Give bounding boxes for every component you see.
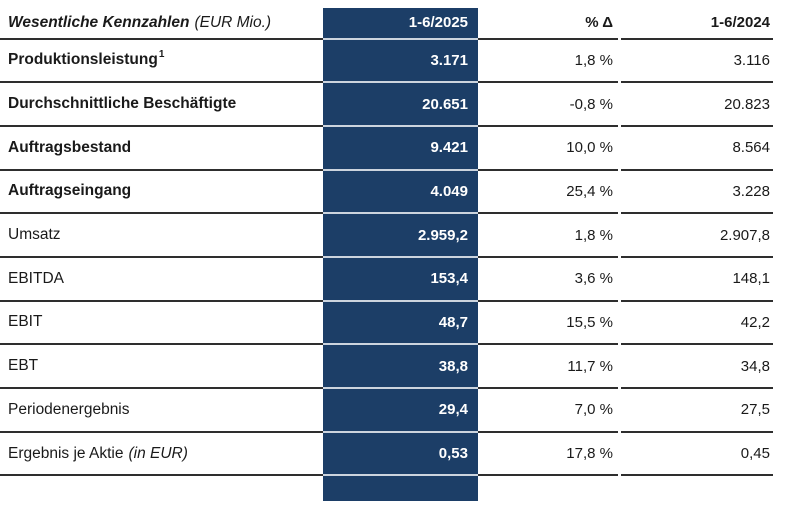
- value-delta: 17,8 %: [478, 433, 618, 477]
- row-label: EBT: [0, 345, 323, 389]
- value-delta: 11,7 %: [478, 345, 618, 389]
- row-label: Auftragseingang: [0, 171, 323, 215]
- value-delta: 10,0 %: [478, 127, 618, 171]
- value-2024: 3.116: [621, 40, 773, 84]
- column-header-2025: 1-6/2025: [323, 8, 478, 40]
- value-delta: 7,0 %: [478, 389, 618, 433]
- row-label-unit: (in EUR): [128, 444, 188, 462]
- value-delta: -0,8 %: [478, 83, 618, 127]
- value-2024: 42,2: [621, 302, 773, 346]
- value-delta: 1,8 %: [478, 40, 618, 84]
- row-label: Durchschnittliche Beschäftigte: [0, 83, 323, 127]
- value-2025: 4.049: [323, 170, 478, 215]
- value-2025: 0,53: [323, 432, 478, 477]
- column-header-delta: % Δ: [478, 8, 618, 40]
- value-2025: 38,8: [323, 345, 478, 389]
- value-2025: 9.421: [323, 126, 478, 171]
- row-label: Auftragsbestand: [0, 127, 323, 171]
- stub-cell: [621, 476, 773, 501]
- key-figures-table: Wesentliche Kennzahlen (EUR Mio.) 1-6/20…: [0, 8, 791, 501]
- value-2024: 27,5: [621, 389, 773, 433]
- stub-cell: [478, 476, 618, 501]
- value-2024: 148,1: [621, 258, 773, 302]
- table-title-unit: (EUR Mio.): [194, 13, 272, 31]
- value-2024: 2.907,8: [621, 214, 773, 258]
- stub-cell: [0, 476, 323, 501]
- value-delta: 15,5 %: [478, 302, 618, 346]
- value-delta: 1,8 %: [478, 214, 618, 258]
- row-label-text: Produktionsleistung: [8, 51, 158, 69]
- value-2025: 2.959,2: [323, 214, 478, 258]
- column-header-2024: 1-6/2024: [621, 8, 773, 40]
- accent-column-stub: [323, 476, 478, 501]
- value-2024: 8.564: [621, 127, 773, 171]
- value-2025: 153,4: [323, 257, 478, 302]
- value-2024: 0,45: [621, 433, 773, 477]
- value-delta: 25,4 %: [478, 171, 618, 215]
- row-label: EBIT: [0, 302, 323, 346]
- value-2025: 48,7: [323, 301, 478, 346]
- value-2024: 34,8: [621, 345, 773, 389]
- row-label: Periodenergebnis: [0, 389, 323, 433]
- value-2024: 3.228: [621, 171, 773, 215]
- row-label: EBITDA: [0, 258, 323, 302]
- value-2024: 20.823: [621, 83, 773, 127]
- value-2025: 29,4: [323, 389, 478, 433]
- value-2025: 20.651: [323, 83, 478, 127]
- row-label: Ergebnis je Aktie (in EUR): [0, 433, 323, 477]
- row-label: Produktionsleistung 1: [0, 40, 323, 84]
- value-delta: 3,6 %: [478, 258, 618, 302]
- table-header-title: Wesentliche Kennzahlen (EUR Mio.): [0, 8, 323, 40]
- table-title: Wesentliche Kennzahlen: [8, 13, 190, 31]
- row-label: Umsatz: [0, 214, 323, 258]
- value-2025: 3.171: [323, 39, 478, 84]
- row-label-text: Ergebnis je Aktie: [8, 444, 124, 462]
- table-grid: Wesentliche Kennzahlen (EUR Mio.) 1-6/20…: [0, 8, 773, 501]
